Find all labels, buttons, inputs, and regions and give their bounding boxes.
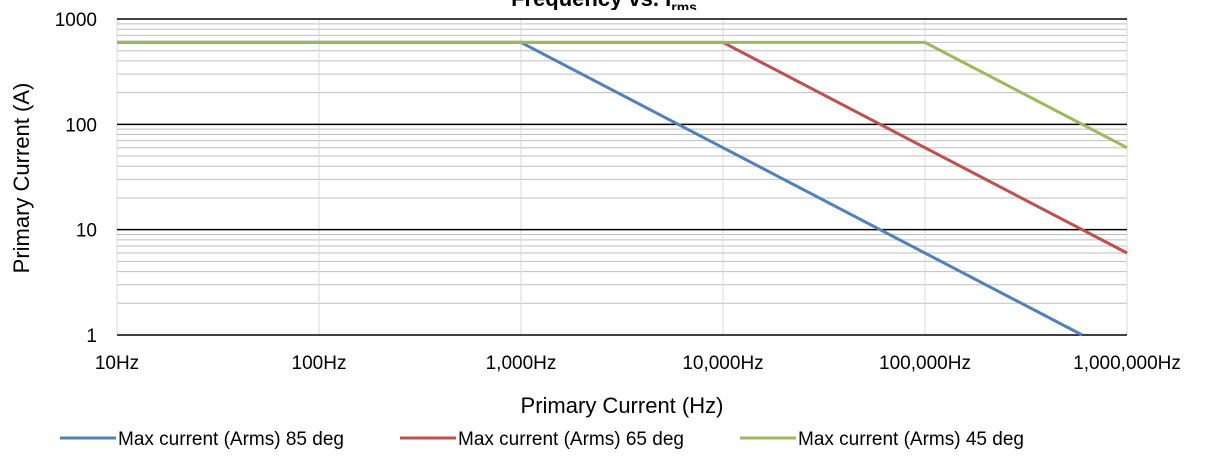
x-tick-label: 10,000Hz <box>682 353 763 374</box>
series-line-3 <box>117 40 1128 150</box>
legend-label-1: Max current (Arms) 85 deg <box>118 429 344 450</box>
legend-label-3: Max current (Arms) 45 deg <box>798 429 1024 450</box>
x-tick-label: 100,000Hz <box>879 353 971 374</box>
x-tick-label: 1,000Hz <box>486 353 557 374</box>
y-tick-label: 100 <box>65 115 97 136</box>
chart-title-visible: Frequency vs. I <box>511 0 671 10</box>
x-axis-label: Primary Current (Hz) <box>521 393 724 418</box>
x-tick-label: 1,000,000Hz <box>1073 353 1181 374</box>
y-tick-label: 10 <box>76 221 97 242</box>
chart-title-subscript: rms <box>671 0 697 10</box>
y-tick-label: 1 <box>86 326 97 347</box>
y-axis-label: Primary Current (A) <box>9 83 34 274</box>
series-lines <box>117 40 1128 337</box>
chart-title: Frequency vs. Irms <box>0 0 1208 10</box>
legend-label-2: Max current (Arms) 65 deg <box>458 429 684 450</box>
series-line-1 <box>117 40 1083 337</box>
x-tick-label: 10Hz <box>95 353 139 374</box>
x-tick-label: 100Hz <box>292 353 347 374</box>
y-tick-label: 1000 <box>55 10 97 31</box>
grid-lines <box>116 18 1128 336</box>
legend: Max current (Arms) 85 deg Max current (Ar… <box>60 429 1024 450</box>
tick-labels: 10Hz 100Hz 1,000Hz 10,000Hz 100,000Hz 1,000,0… <box>55 10 1181 374</box>
